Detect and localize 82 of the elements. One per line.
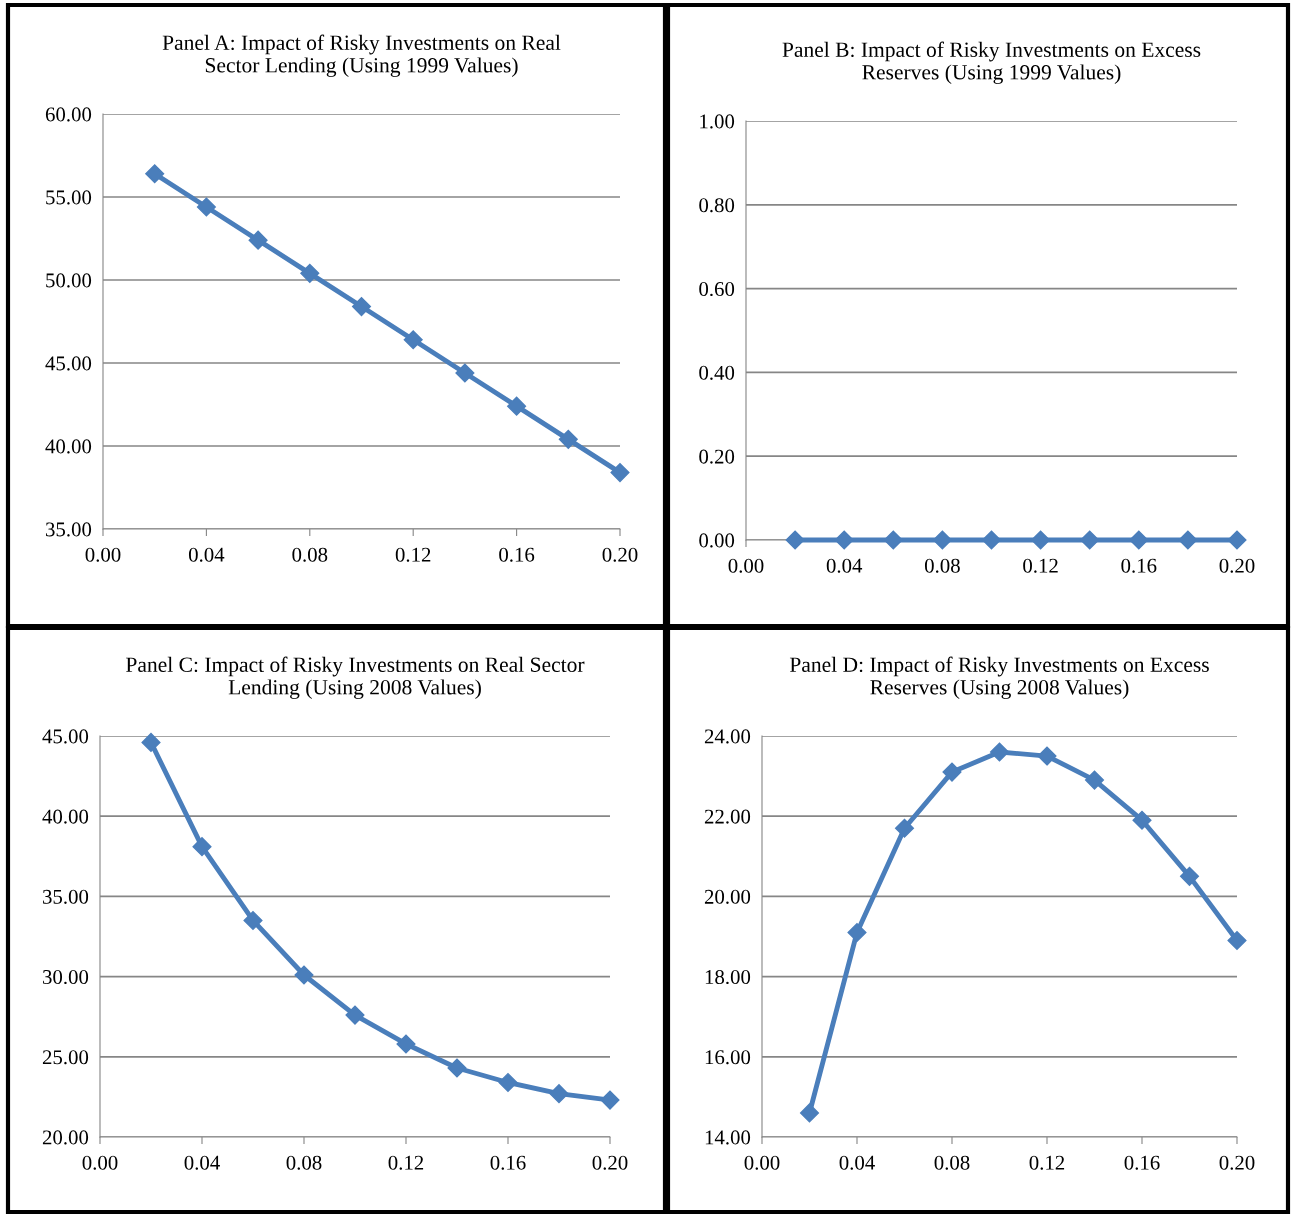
y-tick-label: 45.00 [42,729,89,744]
point [1132,810,1152,830]
point [1037,746,1057,766]
chart-title: Panel B: Impact of Risky Investments on Excess Reserves (Using 1999 Values) [782,41,1201,84]
y-tick-label: 1.00 [700,114,735,129]
point [243,910,263,930]
x-tick-label: 0.08 [292,547,328,562]
x-tick-label: 0.00 [82,1155,118,1170]
x-tick-label: 0.04 [839,1155,875,1170]
x-tick-label: 0.04 [188,547,225,562]
point [248,230,268,250]
x-tick-label: 0.20 [1219,558,1255,573]
x-tick-label: 0.00 [744,1155,780,1170]
x-tick-label: 0.04 [184,1155,220,1170]
y-tick-label: 45.00 [45,356,92,371]
point [799,1103,820,1123]
y-tick-label: 60.00 [45,107,92,122]
point [345,1005,365,1025]
y-tick-label: 0.20 [699,449,735,464]
y-tick-label: 14.00 [705,1130,751,1145]
point [141,732,161,752]
point [549,1084,569,1104]
x-tick-label: 0.08 [934,1155,970,1170]
y-tick-label: 40.00 [42,809,89,824]
y-tick-label: 20.00 [42,1130,89,1145]
point [558,429,578,449]
point [396,1034,416,1054]
point [145,164,165,184]
x-tick-label: 0.12 [388,1155,424,1170]
x-tick-label: 0.20 [1219,1155,1255,1170]
y-tick-label: 22.00 [704,809,751,824]
x-tick-label: 0.12 [1023,558,1058,573]
point [455,363,475,383]
x-tick-label: 0.16 [499,547,535,562]
point [847,922,867,943]
y-tick-label: 55.00 [46,190,92,205]
x-tick-label: 0.12 [395,547,431,562]
y-tick-label: 0.00 [699,533,735,548]
y-tick-label: 24.00 [704,729,751,744]
x-tick-label: 0.00 [85,547,121,562]
point [498,1072,518,1092]
point [300,263,320,283]
point [1084,770,1105,790]
point [1179,866,1200,886]
point [507,396,527,416]
point [1227,930,1247,951]
y-tick-label: 50.00 [46,273,92,288]
x-tick-label: 0.16 [490,1155,526,1170]
y-tick-label: 30.00 [43,969,89,985]
y-tick-label: 20.00 [704,889,751,904]
point [600,1090,620,1110]
y-tick-label: 0.60 [699,281,735,297]
y-tick-label: 0.80 [699,198,735,213]
chart-title: Panel C: Impact of Risky Investments on Real Sector Lending (Using 2008 Values) [126,656,585,699]
point [942,762,962,782]
x-tick-label: 0.20 [592,1155,628,1170]
y-tick-label: 35.00 [43,889,89,904]
y-tick-label: 40.00 [45,439,92,454]
point [403,330,423,350]
x-tick-label: 0.20 [602,547,638,562]
point [989,742,1010,762]
chart-title: Panel A: Impact of Risky Investments on Real Sector Lending (Using 1999 Values) [162,34,561,77]
x-tick-label: 0.04 [826,558,863,573]
point [610,463,630,483]
chart-title: Panel D: Impact of Risky Investments on Excess Reserves (Using 2008 Values) [789,656,1209,699]
point [351,297,372,317]
point [294,965,314,985]
y-tick-label: 0.40 [699,365,735,380]
x-tick-label: 0.00 [728,558,764,573]
y-tick-label: 35.00 [46,522,92,537]
x-tick-label: 0.08 [286,1155,322,1170]
point [196,197,216,217]
x-tick-label: 0.12 [1029,1155,1065,1170]
point [894,818,915,838]
point [192,837,212,857]
point [447,1058,467,1078]
x-tick-label: 0.16 [1124,1155,1160,1170]
y-tick-label: 18.00 [705,969,751,985]
x-tick-label: 0.16 [1121,558,1157,573]
y-tick-label: 25.00 [42,1050,89,1065]
x-tick-label: 0.08 [924,558,960,573]
y-tick-label: 16.00 [705,1050,751,1065]
